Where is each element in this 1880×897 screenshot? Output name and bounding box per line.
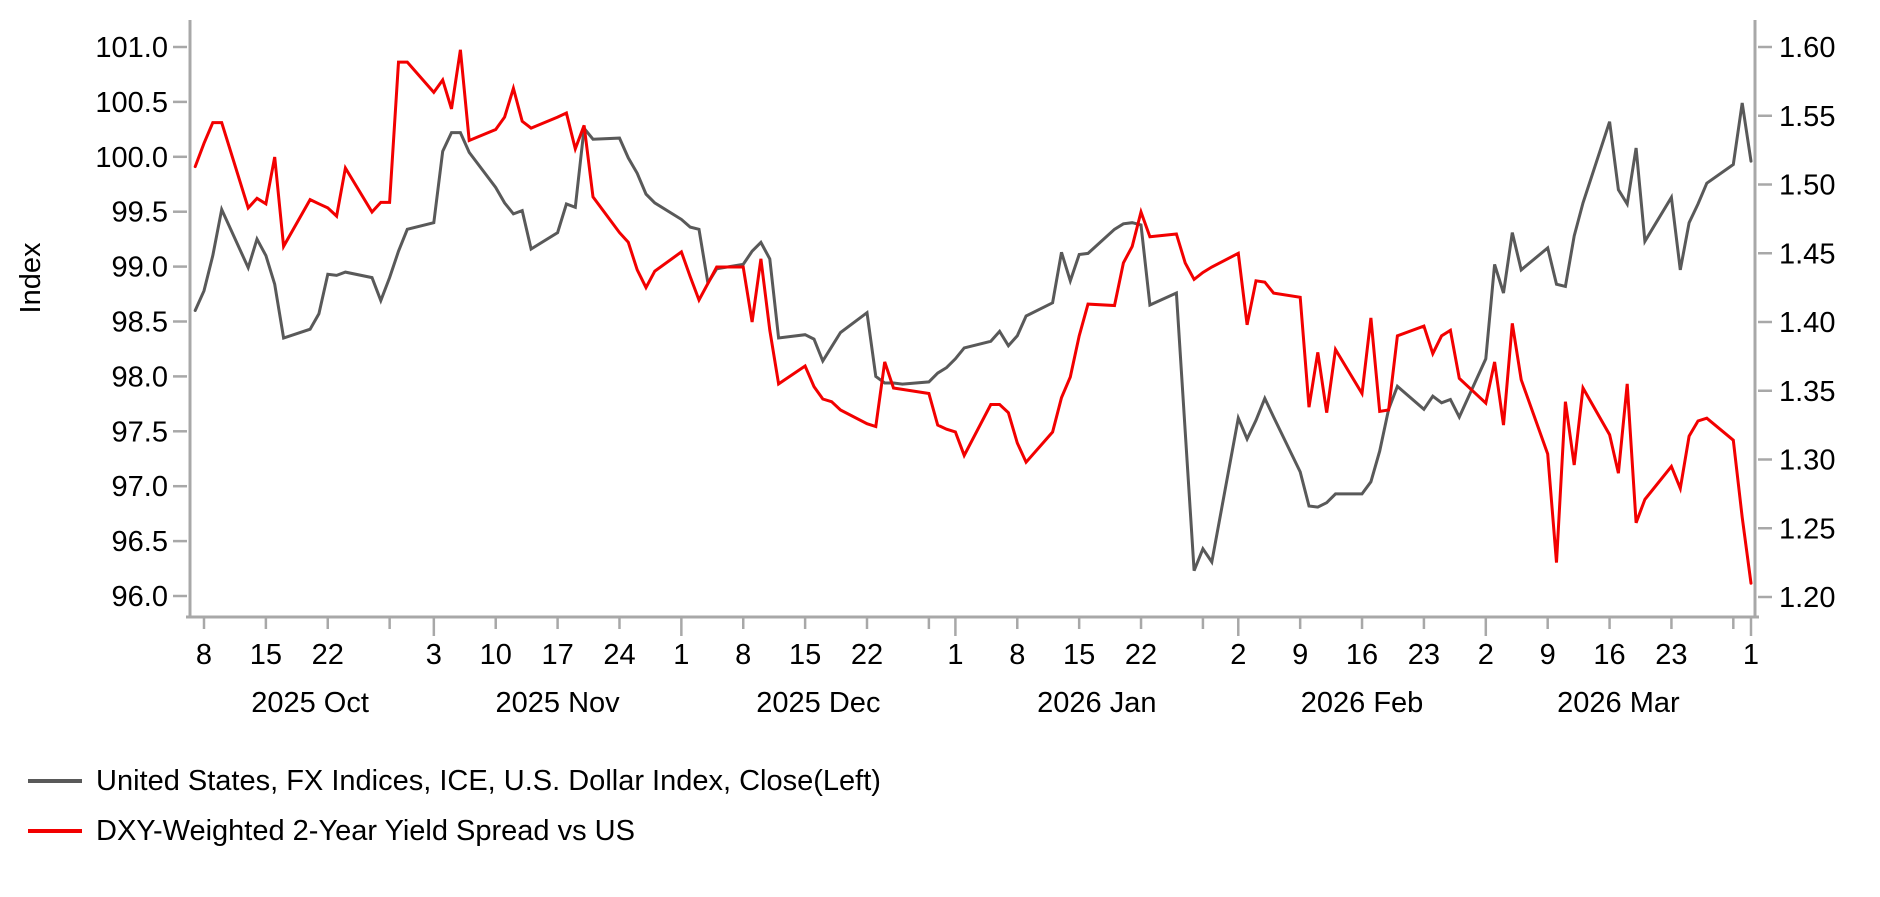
- x-month-label: 2025 Dec: [756, 687, 880, 719]
- series-line-usd-index: [193, 102, 1753, 572]
- left-tick-label: 99.0: [112, 252, 168, 284]
- x-axis: 8 15 22 3 10 17 24 1 8 15 22 1 8 15 22 2 9 16 23 2 9 16 23 1202…: [196, 618, 1759, 719]
- right-tick-label: 1.30: [1779, 445, 1835, 477]
- left-axis-title: Index: [15, 242, 47, 313]
- series-lines: [193, 49, 1753, 585]
- x-month-label: 2026 Feb: [1301, 687, 1424, 719]
- x-tick-label: 3: [426, 639, 442, 671]
- x-month-label: 2025 Nov: [496, 687, 621, 719]
- x-month-label: 2025 Oct: [251, 687, 369, 719]
- left-tick-label: 101.0: [95, 32, 168, 64]
- right-tick-label: 1.55: [1779, 101, 1835, 133]
- x-tick-label: 8: [196, 639, 212, 671]
- x-month-label: 2026 Jan: [1037, 687, 1156, 719]
- x-tick-label: 24: [603, 639, 635, 671]
- right-tick-label: 1.45: [1779, 238, 1835, 270]
- left-tick-label: 97.5: [112, 416, 168, 448]
- x-tick-label: 1: [1743, 639, 1759, 671]
- x-tick-label: 22: [312, 639, 344, 671]
- left-tick-label: 99.5: [112, 197, 168, 229]
- x-tick-label: 15: [250, 639, 282, 671]
- x-tick-label: 17: [541, 639, 573, 671]
- x-tick-label: 23: [1655, 639, 1687, 671]
- right-tick-label: 1.50: [1779, 170, 1835, 202]
- x-tick-label: 1: [673, 639, 689, 671]
- x-tick-label: 9: [1540, 639, 1556, 671]
- right-tick-label: 1.60: [1779, 32, 1835, 64]
- legend-item-usd-index: United States, FX Indices, ICE, U.S. Dol…: [28, 756, 881, 806]
- x-tick-label: 22: [1125, 639, 1157, 671]
- x-tick-label: 15: [789, 639, 821, 671]
- right-tick-label: 1.25: [1779, 513, 1835, 545]
- right-tick-label: 1.20: [1779, 582, 1835, 614]
- x-tick-label: 8: [735, 639, 751, 671]
- x-tick-label: 2: [1478, 639, 1494, 671]
- dual-axis-line-chart: Index 101.0 100.5 100.0 99.5 99.0 98.5 98.0 97.…: [15, 20, 1835, 719]
- x-tick-label: 15: [1063, 639, 1095, 671]
- legend-line-swatch-gray: [28, 779, 82, 783]
- x-tick-label: 9: [1292, 639, 1308, 671]
- x-month-label: 2026 Mar: [1557, 687, 1680, 719]
- left-tick-label: 100.5: [95, 87, 168, 119]
- x-tick-label: 23: [1408, 639, 1440, 671]
- legend-label-usd-index: United States, FX Indices, ICE, U.S. Dol…: [96, 764, 881, 797]
- left-tick-label: 98.0: [112, 361, 168, 393]
- x-tick-label: 10: [480, 639, 512, 671]
- right-tick-label: 1.40: [1779, 307, 1835, 339]
- left-tick-label: 97.0: [112, 471, 168, 503]
- left-tick-label: 96.5: [112, 526, 168, 558]
- legend-item-yield-spread: DXY-Weighted 2-Year Yield Spread vs US: [28, 806, 881, 856]
- left-tick-label: 98.5: [112, 307, 168, 339]
- right-tick-label: 1.35: [1779, 376, 1835, 408]
- left-axis: 101.0 100.5 100.0 99.5 99.0 98.5 98.0 97.5 97.0 9…: [95, 32, 187, 613]
- x-tick-label: 16: [1346, 639, 1378, 671]
- legend: United States, FX Indices, ICE, U.S. Dol…: [28, 756, 881, 856]
- x-tick-label: 22: [851, 639, 883, 671]
- left-tick-label: 100.0: [95, 142, 168, 174]
- series-line-yield-spread: [193, 49, 1753, 585]
- legend-label-yield-spread: DXY-Weighted 2-Year Yield Spread vs US: [96, 814, 635, 847]
- x-tick-label: 16: [1593, 639, 1625, 671]
- left-tick-label: 96.0: [112, 581, 168, 613]
- plot-frame: [186, 20, 1759, 619]
- legend-line-swatch-red: [28, 829, 82, 833]
- x-tick-label: 1: [947, 639, 963, 671]
- x-tick-label: 2: [1230, 639, 1246, 671]
- right-axis: 1.60 1.55 1.50 1.45 1.40 1.35 1.30 1.25 1.20: [1758, 32, 1835, 614]
- x-tick-label: 8: [1009, 639, 1025, 671]
